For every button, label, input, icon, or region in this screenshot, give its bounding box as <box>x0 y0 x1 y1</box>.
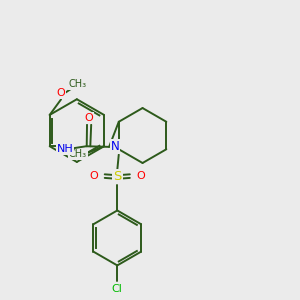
Text: O: O <box>136 171 145 181</box>
Text: O: O <box>57 88 65 98</box>
Text: CH₃: CH₃ <box>68 80 86 89</box>
Text: O: O <box>90 171 98 181</box>
Text: CH₃: CH₃ <box>69 149 87 159</box>
Text: O: O <box>85 113 94 123</box>
Text: Cl: Cl <box>112 284 123 294</box>
Text: NH: NH <box>57 144 74 154</box>
Text: S: S <box>113 170 122 183</box>
Text: N: N <box>111 140 120 153</box>
